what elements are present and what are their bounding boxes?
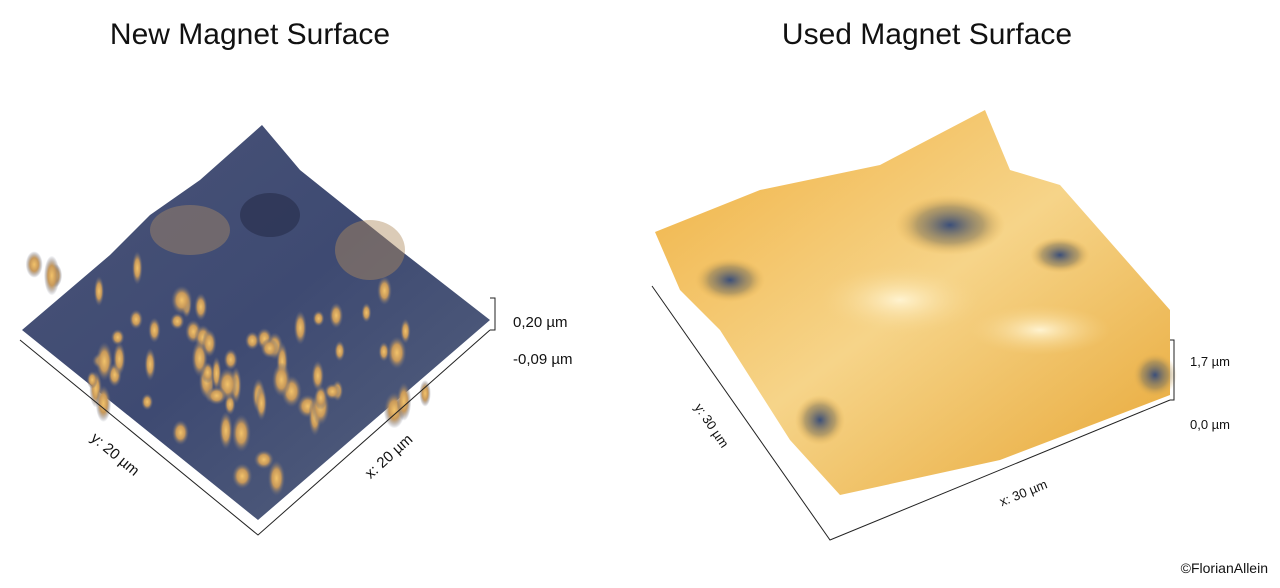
feature xyxy=(695,258,765,302)
panel-used: Used Magnet Surface y: 30 µm x: 30 µm 1,… xyxy=(651,18,1230,541)
axis-frame xyxy=(651,285,1175,541)
spike xyxy=(267,460,286,497)
spike xyxy=(171,419,190,446)
spike xyxy=(95,341,113,381)
spike xyxy=(148,317,161,343)
spike xyxy=(314,385,328,411)
spikes xyxy=(25,251,431,497)
spike xyxy=(110,329,125,346)
spike xyxy=(201,329,217,358)
y-axis-label: y: 30 µm xyxy=(691,401,731,451)
spike xyxy=(377,276,392,306)
spike xyxy=(312,310,325,327)
spike xyxy=(44,255,60,296)
spike xyxy=(361,302,372,323)
z-min-label: 0,0 µm xyxy=(1190,417,1230,432)
feature xyxy=(820,265,980,335)
spike xyxy=(255,385,268,421)
x-axis-label: x: 20 µm xyxy=(362,431,416,482)
feature xyxy=(1133,353,1177,397)
x-axis-label: x: 30 µm xyxy=(997,476,1049,509)
feature xyxy=(795,395,845,445)
z-max-label: 0,20 µm xyxy=(513,314,568,331)
spike xyxy=(112,342,126,376)
spike xyxy=(86,371,98,389)
spike xyxy=(171,285,193,315)
spike xyxy=(378,341,390,362)
spike xyxy=(170,312,185,330)
spike xyxy=(131,251,143,285)
spike xyxy=(93,276,105,307)
spike xyxy=(223,348,238,371)
spike xyxy=(218,411,233,450)
spike xyxy=(144,347,156,381)
spike xyxy=(129,309,144,330)
credit: ©FlorianAllein xyxy=(1181,560,1268,576)
panel-title: New Magnet Surface xyxy=(110,18,390,51)
spike xyxy=(293,310,307,345)
spike xyxy=(231,463,253,490)
panel-new: New Magnet Surface y: 20 µm x: 20 µm 0,2… xyxy=(19,18,573,536)
spike xyxy=(334,340,346,362)
surface xyxy=(22,125,490,520)
feature xyxy=(240,193,300,237)
feature xyxy=(895,195,1005,255)
feature xyxy=(150,205,230,255)
z-max-label: 1,7 µm xyxy=(1190,354,1230,369)
spike xyxy=(329,302,344,329)
spike xyxy=(387,336,407,370)
spike xyxy=(311,360,325,392)
spike xyxy=(244,331,260,351)
spike xyxy=(324,383,341,400)
spike xyxy=(419,380,431,407)
spike xyxy=(206,386,228,406)
feature xyxy=(335,220,405,280)
spike xyxy=(95,385,112,422)
spike xyxy=(194,293,208,321)
spike xyxy=(141,393,154,411)
y-axis-label: y: 20 µm xyxy=(87,429,142,479)
z-min-label: -0,09 µm xyxy=(513,351,573,368)
spike xyxy=(396,382,412,421)
panel-title: Used Magnet Surface xyxy=(782,18,1072,51)
spike xyxy=(25,251,43,278)
feature xyxy=(1030,237,1090,273)
spike xyxy=(400,318,411,344)
spike xyxy=(231,414,251,453)
spike xyxy=(271,362,291,398)
spike xyxy=(260,338,279,359)
spike xyxy=(253,449,274,470)
axis-frame xyxy=(19,297,496,536)
feature xyxy=(970,305,1110,355)
